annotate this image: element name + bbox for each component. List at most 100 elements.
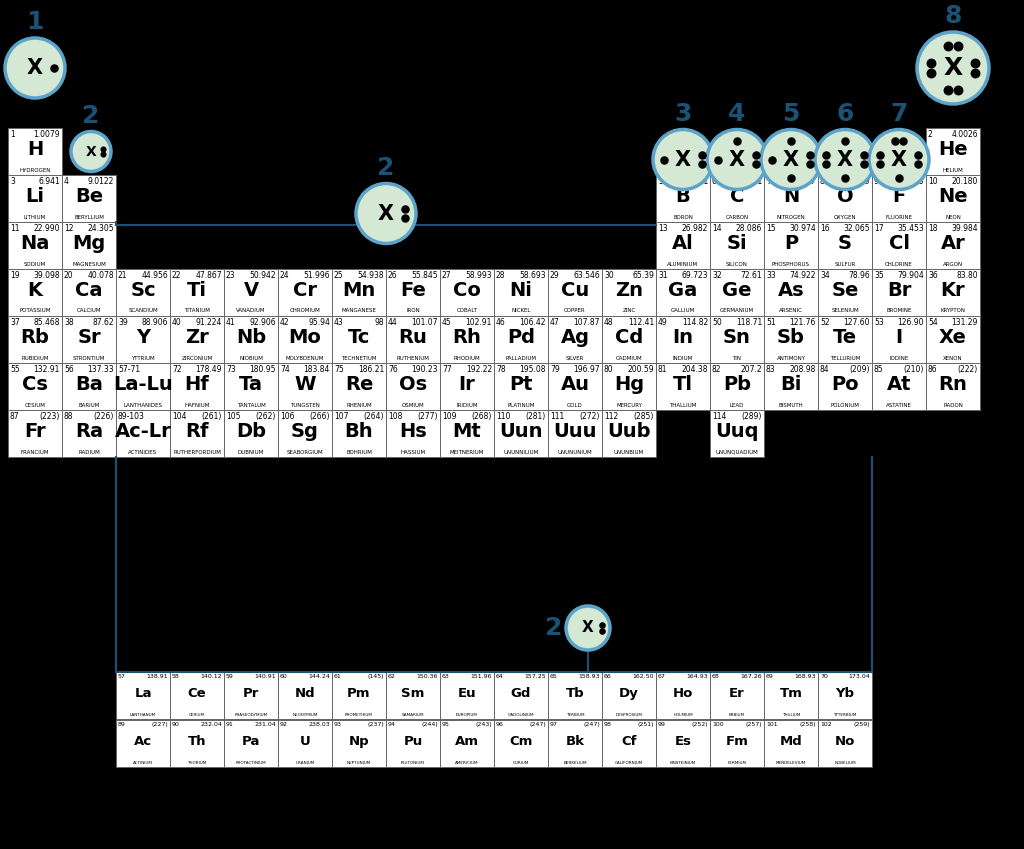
Text: 85: 85 — [874, 365, 884, 374]
Text: Db: Db — [236, 422, 266, 441]
Text: Pa: Pa — [242, 735, 260, 748]
Text: H: H — [27, 140, 43, 159]
Text: BORON: BORON — [673, 215, 693, 220]
Text: 110: 110 — [496, 412, 510, 421]
Bar — [710, 269, 764, 316]
Text: MAGNESIUM: MAGNESIUM — [72, 261, 105, 267]
Text: 11: 11 — [10, 224, 19, 233]
Text: Fe: Fe — [400, 281, 426, 300]
Text: (210): (210) — [903, 365, 924, 374]
Text: Rf: Rf — [185, 422, 209, 441]
Text: 104: 104 — [172, 412, 186, 421]
Text: TANTALUM: TANTALUM — [237, 402, 265, 408]
Text: Os: Os — [399, 375, 427, 394]
Bar — [710, 363, 764, 410]
Bar — [332, 672, 386, 719]
Text: MENDELEVIUM: MENDELEVIUM — [776, 761, 806, 764]
Text: NIOBIUM: NIOBIUM — [239, 356, 263, 361]
Bar — [548, 410, 602, 457]
Text: 26: 26 — [388, 271, 397, 280]
Circle shape — [869, 130, 929, 189]
Text: 7: 7 — [766, 177, 771, 186]
Text: 138.91: 138.91 — [146, 674, 168, 679]
Text: ZIRCONIUM: ZIRCONIUM — [181, 356, 213, 361]
Text: ANTIMONY: ANTIMONY — [776, 356, 806, 361]
Text: 57-71: 57-71 — [118, 365, 140, 374]
Text: Pm: Pm — [347, 687, 371, 700]
Bar — [818, 363, 872, 410]
Text: 106.42: 106.42 — [519, 318, 546, 327]
Bar — [8, 410, 62, 457]
Text: Ca: Ca — [75, 281, 102, 300]
Text: 231.04: 231.04 — [254, 722, 276, 727]
Text: 73: 73 — [226, 365, 236, 374]
Text: CERIUM: CERIUM — [189, 712, 205, 717]
Text: 98: 98 — [604, 722, 612, 727]
Bar — [872, 363, 926, 410]
Text: RHODIUM: RHODIUM — [454, 356, 480, 361]
Bar — [656, 222, 710, 269]
Bar — [332, 410, 386, 457]
Text: 102.91: 102.91 — [466, 318, 492, 327]
Text: 164.93: 164.93 — [686, 674, 708, 679]
Bar — [116, 269, 170, 316]
Text: Es: Es — [675, 735, 691, 748]
Text: X: X — [891, 149, 907, 170]
Text: 53: 53 — [874, 318, 884, 327]
Text: 81: 81 — [658, 365, 668, 374]
Bar — [116, 672, 170, 719]
Text: 4.0026: 4.0026 — [951, 130, 978, 139]
Bar — [62, 269, 116, 316]
Text: 14.007: 14.007 — [790, 177, 816, 186]
Text: TITANIUM: TITANIUM — [184, 308, 210, 313]
Text: GALLIUM: GALLIUM — [671, 308, 695, 313]
Text: 44: 44 — [388, 318, 397, 327]
Text: 95.94: 95.94 — [308, 318, 330, 327]
Bar — [440, 316, 494, 363]
Text: UNUNUNIUM: UNUNUNIUM — [558, 449, 592, 454]
Text: Pb: Pb — [723, 375, 751, 394]
Text: 82: 82 — [712, 365, 722, 374]
Text: 151.96: 151.96 — [470, 674, 492, 679]
Bar — [386, 316, 440, 363]
Text: UNUNNILIUM: UNUNNILIUM — [504, 449, 539, 454]
Text: Po: Po — [831, 375, 859, 394]
Text: 89: 89 — [118, 722, 126, 727]
Text: 195.08: 195.08 — [519, 365, 546, 374]
Text: PALLADIUM: PALLADIUM — [506, 356, 537, 361]
Text: Cr: Cr — [293, 281, 317, 300]
Text: 1: 1 — [10, 130, 14, 139]
Text: 9.0122: 9.0122 — [88, 177, 114, 186]
Text: ACTINIUM: ACTINIUM — [133, 761, 153, 764]
Text: 74.922: 74.922 — [790, 271, 816, 280]
Text: Sn: Sn — [723, 328, 751, 347]
Bar — [278, 316, 332, 363]
Text: 58.993: 58.993 — [465, 271, 492, 280]
Text: ZINC: ZINC — [623, 308, 636, 313]
Bar — [764, 269, 818, 316]
Text: 109: 109 — [442, 412, 457, 421]
Text: Uuu: Uuu — [553, 422, 597, 441]
Text: ACTINIDES: ACTINIDES — [128, 449, 158, 454]
Bar — [764, 672, 818, 719]
Text: 51: 51 — [766, 318, 775, 327]
Text: 39.984: 39.984 — [951, 224, 978, 233]
Text: 2: 2 — [545, 616, 562, 640]
Text: Ge: Ge — [722, 281, 752, 300]
Text: 190.23: 190.23 — [412, 365, 438, 374]
Bar — [764, 720, 818, 767]
Text: (222): (222) — [957, 365, 978, 374]
Text: Ti: Ti — [187, 281, 207, 300]
Text: 114.82: 114.82 — [682, 318, 708, 327]
Bar — [440, 363, 494, 410]
Text: Ir: Ir — [459, 375, 475, 394]
Text: 4: 4 — [63, 177, 69, 186]
Text: 150.36: 150.36 — [417, 674, 438, 679]
Text: 69.723: 69.723 — [681, 271, 708, 280]
Bar — [818, 269, 872, 316]
Circle shape — [653, 130, 713, 189]
Text: 18.998: 18.998 — [898, 177, 924, 186]
Text: Fm: Fm — [726, 735, 749, 748]
Text: KRYPTON: KRYPTON — [940, 308, 966, 313]
Text: (226): (226) — [93, 412, 114, 421]
